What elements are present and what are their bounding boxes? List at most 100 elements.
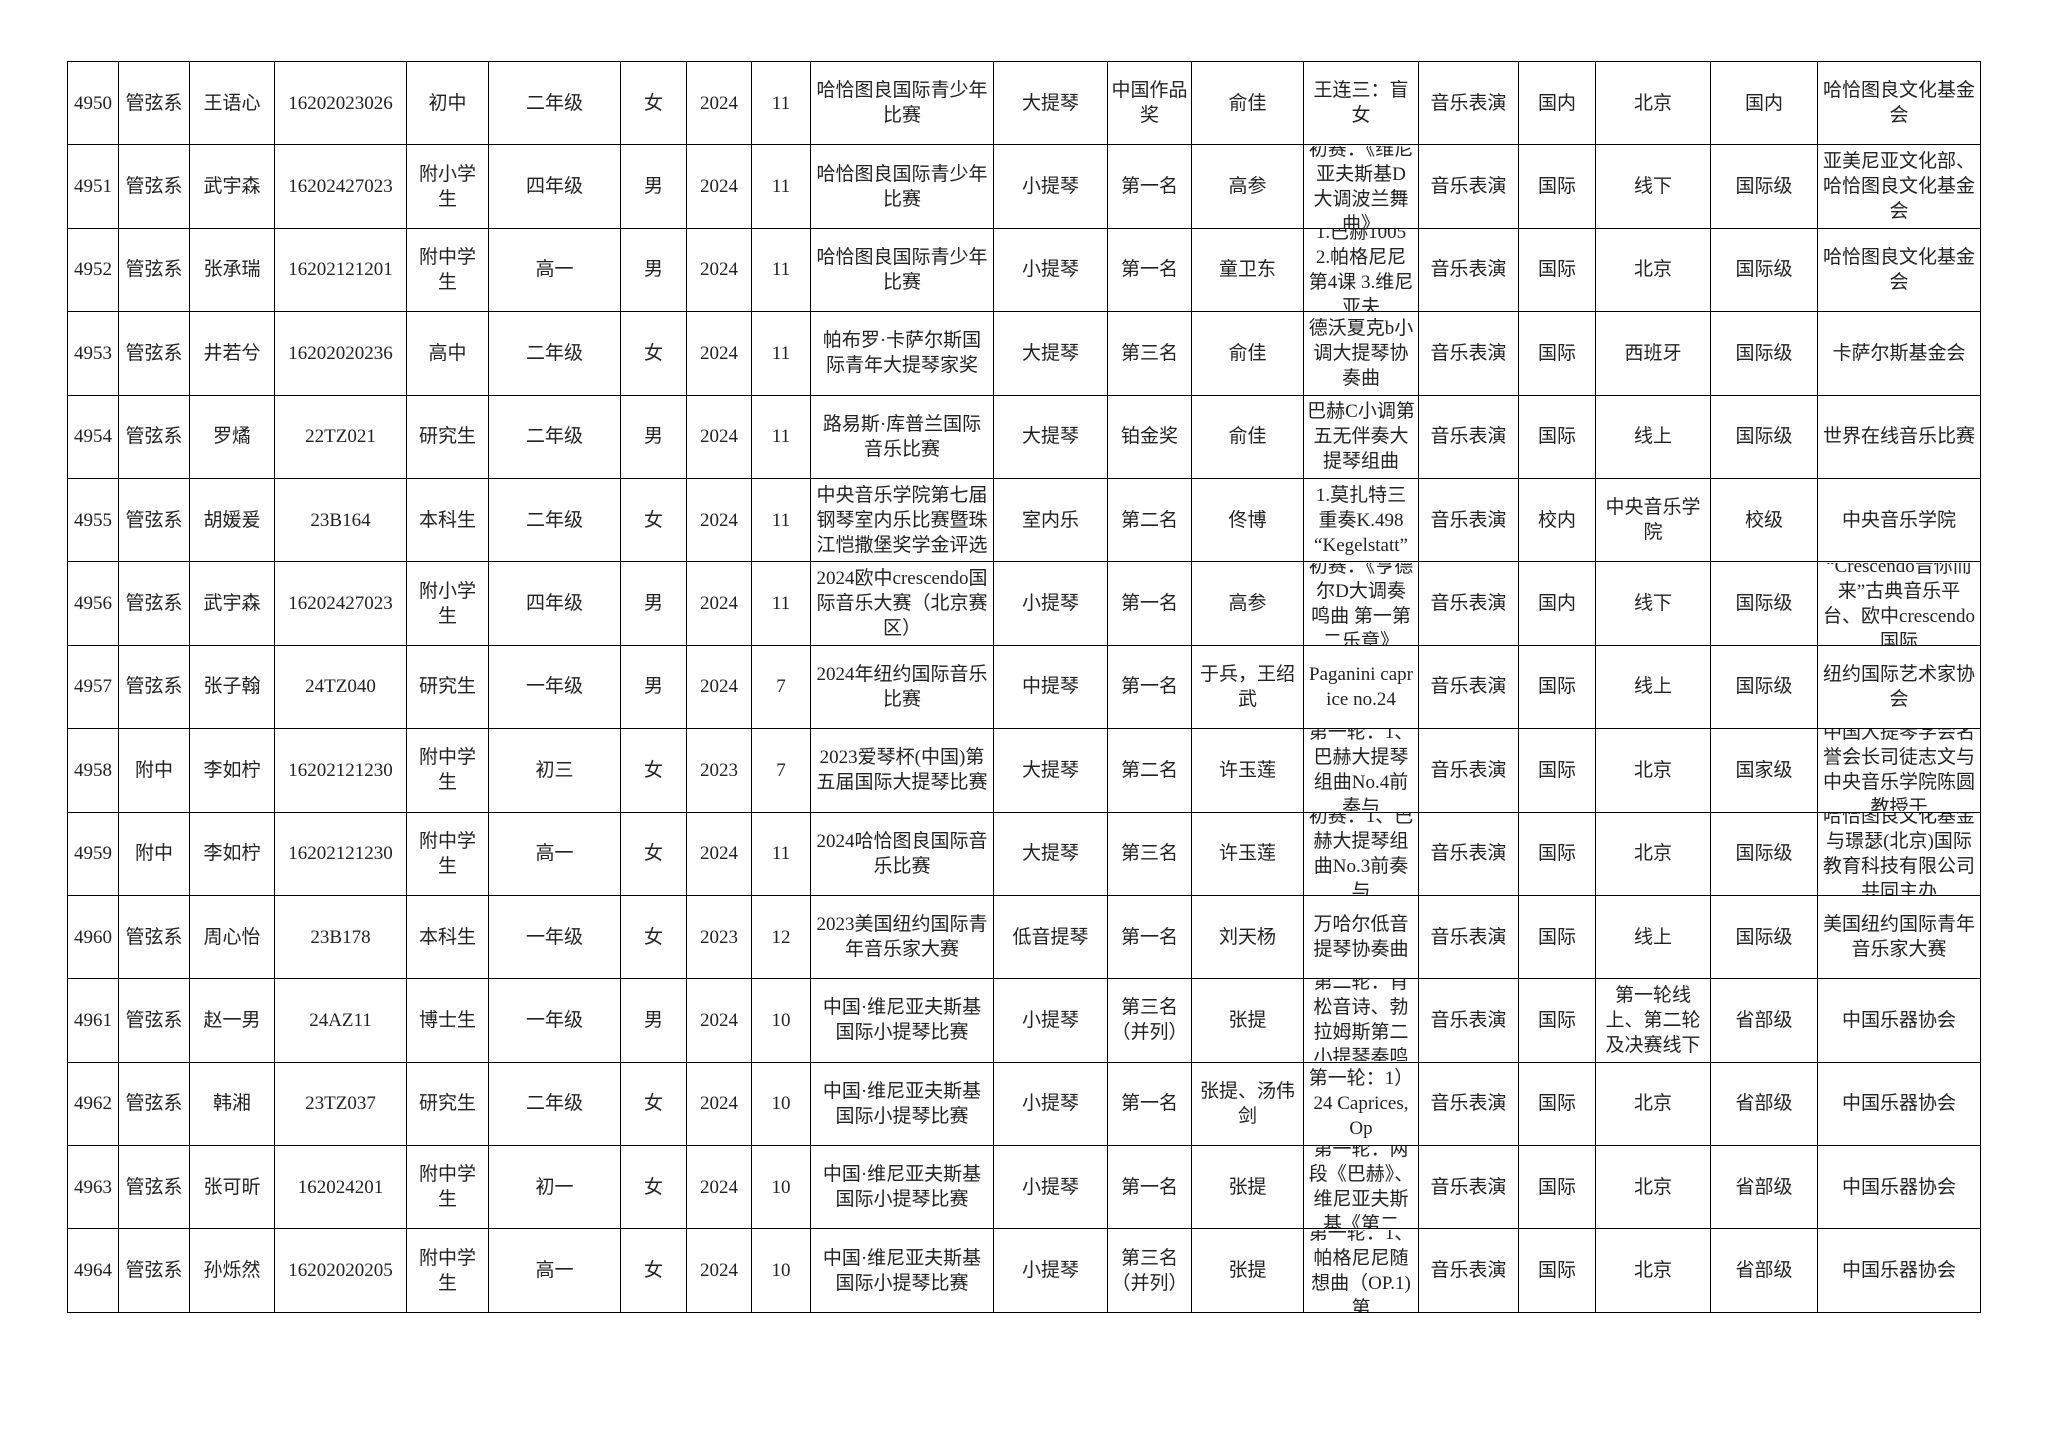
cell-text: 附小学生: [418, 580, 476, 627]
cell-text: 研究生: [418, 426, 476, 448]
table-cell: 第一轮：1）24 Caprices, Op: [1303, 1061, 1419, 1147]
table-cell: 中国乐器协会: [1817, 1145, 1981, 1230]
table-cell: 张可昕: [189, 1145, 275, 1230]
cell-text: 武宇森: [203, 593, 261, 615]
cell-text: 22TZ021: [305, 426, 376, 448]
cell-text: 罗燏: [212, 426, 251, 448]
cell-text: 管弦系: [125, 1093, 183, 1115]
cell-text: 管弦系: [125, 1009, 183, 1031]
table-cell: 第一名: [1107, 1061, 1192, 1147]
table-cell: 美国纽约国际青年音乐家大赛: [1817, 894, 1981, 980]
cell-text: 23B178: [310, 926, 371, 948]
cell-text: 2024: [700, 843, 738, 865]
cell-text: 高一: [535, 843, 574, 865]
cell-text: 第三名（并列）: [1111, 997, 1188, 1044]
table-cell: 7: [751, 728, 811, 813]
cell-text: 中国乐器协会: [1841, 1260, 1956, 1282]
table-cell: 四年级: [488, 561, 621, 646]
table-cell: 女: [620, 477, 687, 563]
cell-text: 佟博: [1228, 509, 1267, 531]
cell-text: 中央音乐学院第七届钢琴室内乐比赛暨珠江恺撒堡奖学金评选: [816, 484, 988, 556]
table-cell: 孙烁然: [189, 1228, 275, 1313]
table-cell: 研究生: [406, 644, 489, 730]
cell-text: 16202427023: [288, 176, 393, 198]
table-cell: 二年级: [488, 1061, 621, 1147]
cell-text: 本科生: [418, 926, 476, 948]
cell-text: 2024哈恰图良国际音乐比赛: [816, 830, 988, 877]
table-cell: 王连三：盲女: [1303, 60, 1419, 146]
table-cell: 高一: [488, 1228, 621, 1313]
cell-text: 线上: [1633, 926, 1672, 948]
cell-text: 管弦系: [125, 926, 183, 948]
cell-text: 俞佳: [1228, 426, 1267, 448]
table-cell: 国际: [1518, 144, 1596, 229]
cell-text: 省部级: [1735, 1093, 1793, 1115]
table-cell: 16202121230: [274, 728, 407, 813]
cell-text: 国内: [1537, 593, 1576, 615]
cell-text: 国内: [1744, 92, 1783, 114]
table-cell: 二年级: [488, 60, 621, 146]
table-cell: 23B164: [274, 477, 407, 563]
cell-text: 低音提琴: [1012, 926, 1089, 948]
cell-text: 音乐表演: [1430, 176, 1507, 198]
cell-text: 大提琴: [1021, 342, 1079, 364]
table-cell: 初赛：《维尼亚夫斯基D大调波兰舞曲》: [1303, 144, 1419, 229]
table-cell: 张提: [1191, 1145, 1304, 1230]
cell-text: 周心怡: [203, 926, 261, 948]
cell-text: 第三名（并列）: [1111, 1247, 1188, 1294]
cell-text: 研究生: [418, 676, 476, 698]
table-cell: 10: [751, 1228, 811, 1313]
table-cell: 管弦系: [118, 311, 190, 396]
table-cell: 国际级: [1710, 227, 1818, 313]
table-cell: 国内: [1518, 60, 1596, 146]
cell-text: 音乐表演: [1430, 342, 1507, 364]
cell-text: 许玉莲: [1218, 843, 1276, 865]
cell-text: 11: [771, 593, 791, 615]
cell-text: 北京: [1633, 259, 1672, 281]
table-cell: 俞佳: [1191, 394, 1304, 479]
cell-text: 张承瑞: [203, 259, 261, 281]
table-cell: 国际: [1518, 1145, 1596, 1230]
cell-text: 北京: [1633, 1260, 1672, 1282]
cell-text: 国际: [1537, 759, 1576, 781]
table-cell: 线上: [1595, 894, 1711, 980]
cell-text: 万哈尔低音提琴协奏曲: [1313, 914, 1409, 961]
table-cell: 2024: [686, 1145, 752, 1230]
cell-text: 井若兮: [203, 342, 261, 364]
cell-text: 音乐表演: [1430, 759, 1507, 781]
table-cell: 23TZ037: [274, 1061, 407, 1147]
cell-text: 管弦系: [125, 593, 183, 615]
table-cell: 万哈尔低音提琴协奏曲: [1303, 894, 1419, 980]
cell-text: 国际级: [1735, 843, 1793, 865]
cell-text: 帕布罗·卡萨尔斯国际青年大提琴家奖: [822, 330, 982, 377]
table-row: 4953 管弦系 井若兮 16202020236 高中 二年级 女 2024 11 帕布罗·卡萨尔…: [67, 311, 1981, 396]
cell-text: 国际级: [1735, 676, 1793, 698]
cell-text: 张可昕: [203, 1176, 261, 1198]
cell-text: 国际: [1537, 926, 1576, 948]
table-cell: 二年级: [488, 394, 621, 479]
table-row: 4964 管弦系 孙烁然 16202020205 附中学生 高一 女 2024 10 中国·维尼亚…: [67, 1228, 1981, 1313]
table-cell: 2024: [686, 144, 752, 229]
table-cell: 第一名: [1107, 894, 1192, 980]
cell-text: 哈恰图良国际青少年比赛: [816, 80, 988, 127]
table-cell: 管弦系: [118, 144, 190, 229]
cell-text: 16202020205: [288, 1260, 393, 1282]
cell-text: 16202020236: [288, 342, 393, 364]
table-cell: 俞佳: [1191, 311, 1304, 396]
table-cell: 音乐表演: [1418, 394, 1519, 479]
table-cell: 国际: [1518, 227, 1596, 313]
cell-text: 校级: [1744, 509, 1783, 531]
table-cell: 11: [751, 227, 811, 313]
cell-text: 女: [643, 92, 663, 114]
table-cell: 2023: [686, 894, 752, 980]
cell-text: 国际: [1537, 1093, 1576, 1115]
cell-text: 张提: [1228, 1176, 1267, 1198]
table-cell: 小提琴: [993, 144, 1108, 229]
table-cell: 罗燏: [189, 394, 275, 479]
table-row: 4951 管弦系 武宇森 16202427023 附小学生 四年级 男 2024 11 哈恰图良国…: [67, 144, 1981, 229]
table-cell: 初中: [406, 60, 489, 146]
cell-text: 第二轮：肖松音诗、勃拉姆斯第二小提琴奏鸣: [1313, 979, 1409, 1062]
cell-text: 国际: [1537, 1260, 1576, 1282]
cell-text: 哈恰图良国际青少年比赛: [816, 163, 988, 210]
cell-text: 女: [643, 1260, 663, 1282]
